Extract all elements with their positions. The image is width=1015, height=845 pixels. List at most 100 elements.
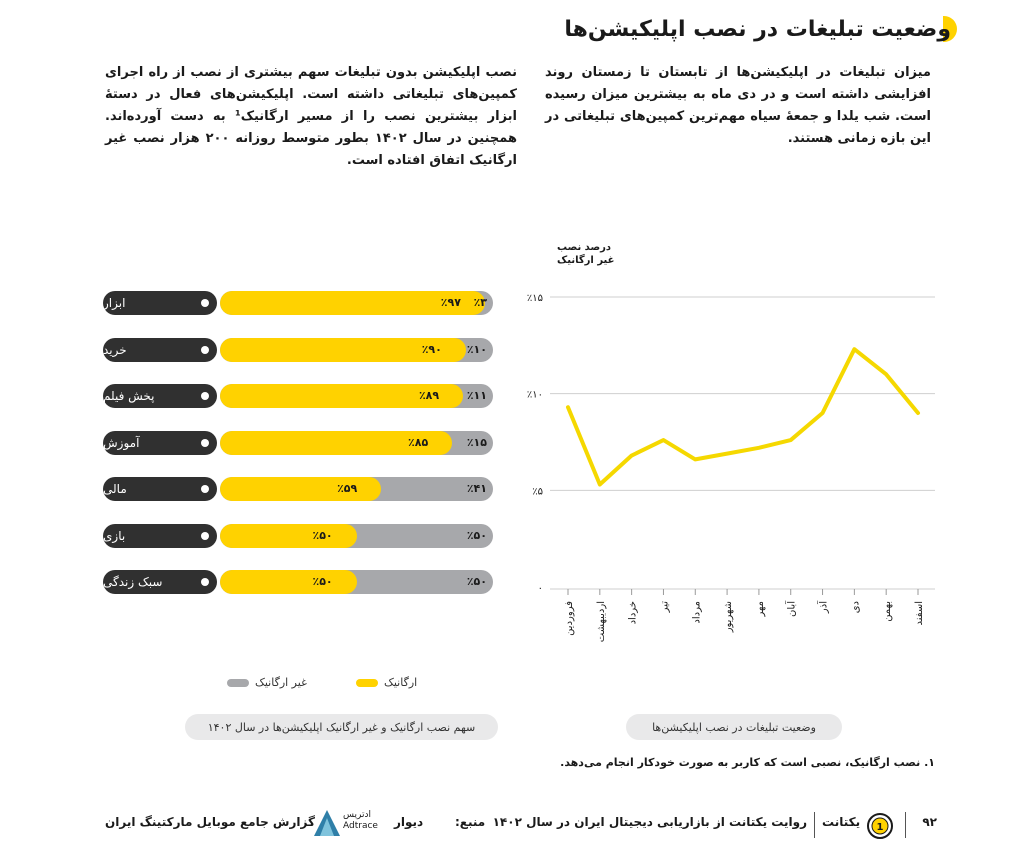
bar-fill-organic [220,523,357,548]
bar-category-label: بازی [103,523,217,548]
bar-category-text: ابزار [103,296,126,310]
x-tick-label: بهمن [882,601,893,622]
x-tick-label: تیر [659,601,670,614]
y-tick-label: ٪۱۵ [527,293,543,304]
x-tick-label: دی [850,601,861,613]
x-tick-label: مرداد [691,601,702,624]
adtrace-logo-text: ادتریس Adtrace [343,810,378,832]
svg-text:1: 1 [877,822,884,833]
footer-divider [905,812,906,838]
bar-organic-value: ٪۸۹ [418,389,440,402]
intro-paragraph-left: نصب اپلیکیشن بدون تبلیغات سهم بیشتری از … [105,65,518,168]
bar-organic-value: ٪۹۷ [440,296,461,309]
bar-category-text: سبک زندگی [103,575,163,589]
bar-track-non-organic: ٪۸۵ ٪۱۵ [220,430,493,455]
bar-organic-value: ٪۵۹ [337,482,358,495]
bar-category-label: پخش فیلم [103,384,217,408]
legend-organic-label: ارگانیک [384,676,418,689]
report-logo-text: یکتانت [822,815,861,829]
legend-organic-swatch [356,678,378,687]
bar-organic-value: ٪۹۰ [421,342,442,356]
y-tick-label: ۰ [538,583,543,594]
line-chart-caption: وضعیت تبلیغات در نصب اپلیکیشن‌ها [626,714,842,740]
bar-non-organic-value: ٪۱۱ [466,389,487,402]
x-tick-label: اسفند [914,601,925,625]
bar-category-label: ابزار [103,291,217,315]
y-tick-label: ٪۱۰ [527,390,543,401]
bar-category-text: بازی [103,528,126,543]
bar-row: مالی ٪۵۹ ٪۴۱ [103,477,493,501]
bar-category-label: مالی [103,477,217,501]
page-number-text: ۹۲ [922,815,937,829]
legend-non-organic-swatch [227,678,249,687]
bar-chart-caption: سهم نصب ارگانیک و غیر ارگانیک اپلیکیشن‌ه… [185,714,498,740]
bar-fill-organic [220,337,466,362]
bullet-icon [201,392,209,400]
bar-non-organic-value: ٪۴۱ [466,482,487,495]
bar-row: بازی ٪۵۰ ٪۵۰ [103,523,493,548]
bullet-icon [201,345,209,354]
intro-paragraph-right: میزان تبلیغات در اپلیکیشن‌ها از تابستان … [545,65,931,146]
bar-fill-organic [220,570,357,594]
bullet-icon [201,485,209,493]
report-logo: یکتانت [822,815,860,829]
source-label: منبع: [455,815,485,829]
x-tick-label: آذر [817,600,830,614]
report-title: روایت یکتانت از بازاریابی دیجیتال ایران … [493,815,807,829]
adtrace-name-en: Adtrace [343,821,378,831]
x-tick-label: شهریور [723,601,734,633]
legend-non-organic: غیر ارگانیک [227,676,307,689]
legend-organic: ارگانیک [356,676,417,689]
adtrace-logo-icon [314,810,340,836]
bar-row: پخش فیلم ٪۸۹ ٪۱۱ [103,384,493,408]
divar-logo: دیوار [394,815,423,829]
bar-organic-value: ٪۵۰ [312,575,333,588]
y-axis-title-line-2: غیر ارگانیک [557,253,614,266]
bar-non-organic-value: ٪۳ [473,296,487,309]
divar-logo-text: دیوار [394,815,424,829]
x-tick-label: فروردین [564,601,575,636]
bar-category-text: پخش فیلم [103,389,155,403]
section-heading: وضعیت تبلیغات در نصب اپلیکیشن‌ها [564,12,951,46]
x-tick-label: خرداد [628,601,639,624]
page-title: وضعیت تبلیغات در نصب اپلیکیشن‌ها [564,16,951,42]
bullet-icon [201,578,209,586]
bar-category-text: خرید [103,342,127,357]
y-tick-label: ٪۵ [532,486,543,497]
bar-track-non-organic: ٪۹۷ ٪۳ [220,291,493,315]
x-tick-label: مهر [755,601,766,617]
report-title-text: روایت یکتانت از بازاریابی دیجیتال ایران … [492,815,807,829]
line-chart-caption-text: وضعیت تبلیغات در نصب اپلیکیشن‌ها [652,720,816,734]
y-axis-title-line-1: درصد نصب [557,242,611,253]
source-label-text: منبع: [455,815,486,829]
report-series: گزارش جامع موبایل مارکتینگ ایران [105,815,315,829]
bar-organic-value: ٪۵۰ [312,528,333,542]
bar-category-label: خرید [103,337,217,362]
bar-category-text: مالی [103,482,127,496]
bar-non-organic-value: ٪۵۰ [466,528,487,542]
bar-row: سبک زندگی ٪۵۰ ٪۵۰ [103,570,493,594]
bar-fill-organic [220,384,463,408]
bar-fill-organic [220,477,382,501]
x-tick-label: آبان [785,600,798,617]
bullet-icon [201,438,209,447]
bar-category-label: سبک زندگی [103,570,217,594]
bar-track-non-organic: ٪۹۰ ٪۱۰ [220,337,493,362]
bar-row: خرید ٪۹۰ ٪۱۰ [103,337,493,362]
bar-organic-value: ٪۸۵ [408,435,429,449]
bar-row: آموزش ٪۸۵ ٪۱۵ [103,430,493,455]
footer-divider-2 [814,812,815,838]
legend-non-organic-label: غیر ارگانیک [255,676,307,689]
report-series-text: گزارش جامع موبایل مارکتینگ ایران [105,815,315,829]
bullet-icon [201,531,209,540]
bar-track-non-organic: ٪۵۹ ٪۴۱ [220,477,493,501]
bar-fill-organic [220,291,485,315]
bar-category-label: آموزش [103,430,217,455]
bar-track-non-organic: ٪۵۰ ٪۵۰ [220,523,493,548]
bar-non-organic-value: ٪۵۰ [466,575,487,588]
page-number: ۹۲ [922,815,937,829]
footnote: ۱. نصب ارگانیک، نصبی است که کاربر به صور… [560,756,935,769]
bar-row: ابزار ٪۹۷ ٪۳ [103,291,493,315]
x-tick-label: اردیبهشت [596,601,607,642]
bar-track-non-organic: ٪۵۰ ٪۵۰ [220,570,493,594]
